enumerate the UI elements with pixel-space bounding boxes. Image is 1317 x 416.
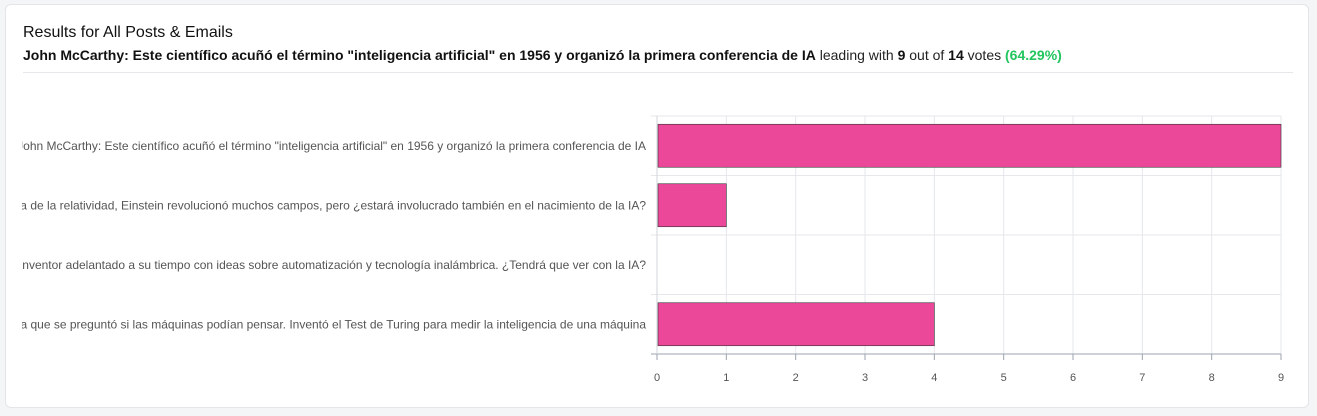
total-votes: 14 — [948, 47, 964, 63]
x-axis-ticks: 0 1 2 3 4 5 6 7 8 9 — [654, 372, 1284, 384]
category-labels: John McCarthy: Este científico acuñó el … — [0, 139, 646, 332]
results-title: Results for All Posts & Emails — [23, 24, 233, 41]
bar — [657, 183, 727, 228]
out-of-text: out of — [909, 47, 945, 63]
category-label: Alan Turing: Un pionero de la informátic… — [0, 317, 646, 331]
x-tick-label: 6 — [1070, 372, 1076, 384]
category-label: John McCarthy: Este científico acuñó el … — [17, 139, 646, 153]
x-tick-label: 0 — [654, 372, 660, 384]
leader-percent: (64.29%) — [1005, 47, 1062, 63]
x-tick-label: 7 — [1139, 372, 1145, 384]
x-tick-label: 5 — [1001, 372, 1007, 384]
x-tick-label: 1 — [723, 372, 729, 384]
leader-votes: 9 — [897, 47, 906, 63]
x-tick-label: 2 — [793, 372, 799, 384]
x-tick-label: 3 — [862, 372, 868, 384]
bar — [657, 302, 935, 347]
divider — [23, 72, 1293, 73]
x-tick-label: 9 — [1278, 372, 1284, 384]
chart-bars — [657, 123, 1282, 347]
x-tick-label: 8 — [1209, 372, 1215, 384]
bar — [657, 123, 1282, 168]
x-tick-label: 4 — [931, 372, 937, 384]
leader-name: John McCarthy: Este científico acuñó el … — [23, 47, 816, 63]
leading-with-text: leading with — [819, 47, 894, 63]
votes-text: votes — [967, 47, 1002, 63]
category-label: Albert Einstein: Famoso por su teoría de… — [0, 198, 646, 212]
category-label: Nikola Tesla: Un inventor adelantado a s… — [0, 258, 646, 272]
results-summary: John McCarthy: Este científico acuñó el … — [23, 47, 1062, 63]
